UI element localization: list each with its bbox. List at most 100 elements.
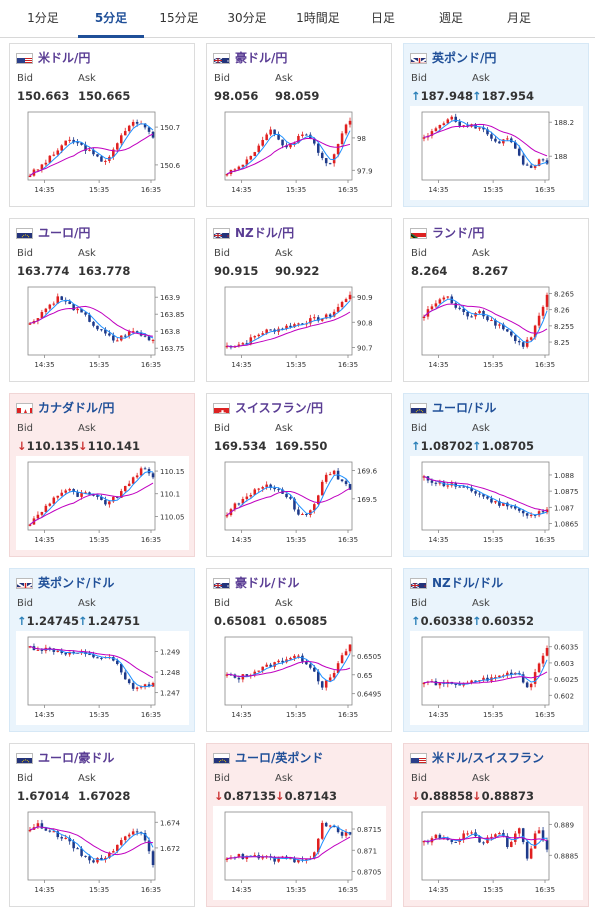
- rate-card-eur-usd[interactable]: ユーロ/ドル Bid Ask ↑1.08702 ↑1.08705 1.088 1.…: [403, 393, 589, 557]
- candle-body: [261, 139, 264, 146]
- pair-title[interactable]: 米ドル/円: [38, 51, 91, 65]
- pair-title[interactable]: NZドル/ドル: [432, 576, 504, 590]
- pair-title[interactable]: ユーロ/英ポンド: [235, 751, 324, 765]
- rate-card-zar-jpy[interactable]: ランド/円 Bid Ask 8.264 8.267 8.265 8.26 8.255…: [403, 218, 589, 382]
- candlestick-chart[interactable]: 8.265 8.26 8.255 8.25 14:35 15:35 16:35: [410, 281, 583, 375]
- plot-area: [421, 811, 550, 881]
- card-header: 米ドル/円: [16, 50, 190, 66]
- pair-title[interactable]: ランド/円: [432, 226, 485, 240]
- pair-title[interactable]: ユーロ/豪ドル: [38, 751, 115, 765]
- pair-title[interactable]: ユーロ/円: [38, 226, 91, 240]
- candle-body: [498, 501, 501, 506]
- candle-body: [84, 855, 87, 857]
- pair-title[interactable]: スイスフラン/円: [235, 401, 324, 415]
- candlestick-chart[interactable]: 90.9 90.8 90.7 14:35 15:35 16:35: [213, 281, 386, 375]
- x-tick-label: 14:35: [231, 711, 251, 719]
- candlestick-chart[interactable]: 188.2 188 14:35 15:35 16:35: [410, 106, 583, 200]
- uk-flag-icon: [16, 578, 33, 589]
- candle-body: [123, 335, 127, 337]
- rate-card-usd-chf[interactable]: 米ドル/スイスフラン Bid Ask ↓0.88858 ↓0.88873 0.8…: [403, 743, 589, 907]
- ask-number: 187.954: [481, 89, 535, 103]
- pair-title[interactable]: 英ポンド/ドル: [38, 576, 115, 590]
- candle-body: [470, 680, 473, 683]
- candlestick-chart[interactable]: 0.6035 0.603 0.6025 0.602 14:35 15:35 16:35: [410, 631, 583, 725]
- candle-body: [116, 340, 119, 342]
- tab-5min[interactable]: 5分足: [78, 0, 144, 38]
- candle-body: [245, 496, 249, 499]
- rate-card-gbp-usd[interactable]: 英ポンド/ドル Bid Ask ↑1.24745 ↑1.24751 1.249 1…: [9, 568, 195, 732]
- candle-body: [151, 473, 155, 478]
- candlestick-chart[interactable]: 150.7 150.6 14:35 15:35 16:35: [16, 106, 189, 200]
- rate-card-nzd-jpy[interactable]: NZドル/円 Bid Ask 90.915 90.922 90.9 90.8 90.…: [206, 218, 392, 382]
- pair-title[interactable]: 豪ドル/ドル: [235, 576, 300, 590]
- candlestick-chart[interactable]: 1.249 1.248 1.247 14:35 15:35 16:35: [16, 631, 189, 725]
- candle-body: [305, 514, 308, 516]
- candle-body: [510, 672, 513, 675]
- long-moving-average-line: [226, 836, 351, 860]
- tab-1min[interactable]: 1分足: [27, 11, 59, 25]
- x-tick-label: 15:35: [483, 361, 503, 369]
- candlestick-chart[interactable]: 169.6 169.5 14:35 15:35 16:35: [213, 456, 386, 550]
- bid-number: 163.774: [17, 264, 70, 278]
- rate-card-usd-jpy[interactable]: 米ドル/円 Bid Ask 150.663 150.665 150.7 150.6…: [9, 43, 195, 207]
- candle-body: [76, 848, 79, 850]
- candlestick-chart[interactable]: 0.889 0.8885 14:35 15:35 16:35: [410, 806, 583, 900]
- x-tick-label: 15:35: [89, 886, 109, 894]
- candle-body: [68, 651, 71, 655]
- short-moving-average-line: [226, 653, 351, 683]
- tab-1hour[interactable]: 1時間足: [296, 11, 340, 25]
- x-tick-label: 15:35: [483, 186, 503, 194]
- card-header: NZドル/円: [213, 225, 387, 241]
- candlestick-chart[interactable]: 163.9 163.85 163.8 163.75 14:35 15:35 16:35: [16, 281, 189, 375]
- candlestick-chart[interactable]: 0.8715 0.871 0.8705 14:35 15:35 16:35: [213, 806, 386, 900]
- tab-weekly[interactable]: 週足: [438, 11, 463, 25]
- pair-title[interactable]: NZドル/円: [235, 226, 295, 240]
- long-moving-average-line: [226, 660, 351, 678]
- rate-card-aud-usd[interactable]: 豪ドル/ドル Bid Ask 0.65081 0.65085 0.6505 0.6…: [206, 568, 392, 732]
- tab-30min[interactable]: 30分足: [227, 11, 267, 25]
- rate-card-gbp-jpy[interactable]: 英ポンド/円 Bid Ask ↑187.948 ↑187.954 188.2 18…: [403, 43, 589, 207]
- pair-title[interactable]: ユーロ/ドル: [432, 401, 497, 415]
- candle-body: [506, 138, 509, 140]
- bid-number: 187.948: [420, 89, 474, 103]
- candlestick-chart[interactable]: 98 97.9 14:35 15:35 16:35: [213, 106, 386, 200]
- candle-body: [454, 303, 458, 308]
- pair-title[interactable]: 豪ドル/円: [235, 51, 288, 65]
- x-tick-label: 14:35: [428, 711, 448, 719]
- plot-area: [27, 461, 156, 531]
- candle-body: [458, 121, 461, 126]
- candlestick-chart[interactable]: 110.15 110.1 110.05 14:35 15:35 16:35: [16, 456, 189, 550]
- pair-title[interactable]: 英ポンド/円: [432, 51, 497, 65]
- y-tick-label: 8.25: [554, 339, 570, 347]
- candle-body: [470, 316, 473, 318]
- tab-monthly[interactable]: 月足: [506, 11, 531, 25]
- card-header: 英ポンド/ドル: [16, 575, 190, 591]
- tab-daily[interactable]: 日足: [370, 11, 395, 25]
- rate-card-eur-aud[interactable]: ユーロ/豪ドル Bid Ask 1.67014 1.67028 1.674 1.6…: [9, 743, 195, 907]
- candlestick-chart[interactable]: 1.088 1.0875 1.087 1.0865 14:35 15:35 16:35: [410, 456, 583, 550]
- rate-card-cad-jpy[interactable]: カナダドル/円 Bid Ask ↓110.135 ↓110.141 110.15…: [9, 393, 195, 557]
- rate-card-nzd-usd[interactable]: NZドル/ドル Bid Ask ↑0.60338 ↑0.60352 0.6035…: [403, 568, 589, 732]
- rate-card-chf-jpy[interactable]: スイスフラン/円 Bid Ask 169.534 169.550 169.6 16…: [206, 393, 392, 557]
- candle-body: [494, 677, 497, 679]
- candle-body: [297, 323, 300, 325]
- candle-body: [68, 489, 71, 491]
- x-tick-label: 14:35: [34, 886, 54, 894]
- candle-body: [28, 323, 32, 325]
- pair-title[interactable]: 米ドル/スイスフラン: [432, 751, 545, 765]
- long-moving-average-line: [226, 311, 351, 348]
- candle-body: [123, 836, 127, 841]
- candle-body: [237, 854, 241, 858]
- candle-body: [225, 674, 229, 676]
- ask-label: Ask: [275, 423, 293, 434]
- candlestick-chart[interactable]: 0.6505 0.65 0.6495 14:35 15:35 16:35: [213, 631, 386, 725]
- rate-card-eur-jpy[interactable]: ユーロ/円 Bid Ask 163.774 163.778 163.9 163.8…: [9, 218, 195, 382]
- candle-body: [517, 508, 521, 511]
- candlestick-chart[interactable]: 1.674 1.672 14:35 15:35 16:35: [16, 806, 189, 900]
- pair-title[interactable]: カナダドル/円: [38, 401, 115, 415]
- rate-card-eur-gbp[interactable]: ユーロ/英ポンド Bid Ask ↓0.87135 ↓0.87143 0.871…: [206, 743, 392, 907]
- rate-card-aud-jpy[interactable]: 豪ドル/円 Bid Ask 98.056 98.059 98 97.9 14:35 1…: [206, 43, 392, 207]
- candle-body: [64, 653, 67, 655]
- short-moving-average-line: [29, 470, 154, 525]
- tab-15min[interactable]: 15分足: [159, 11, 199, 25]
